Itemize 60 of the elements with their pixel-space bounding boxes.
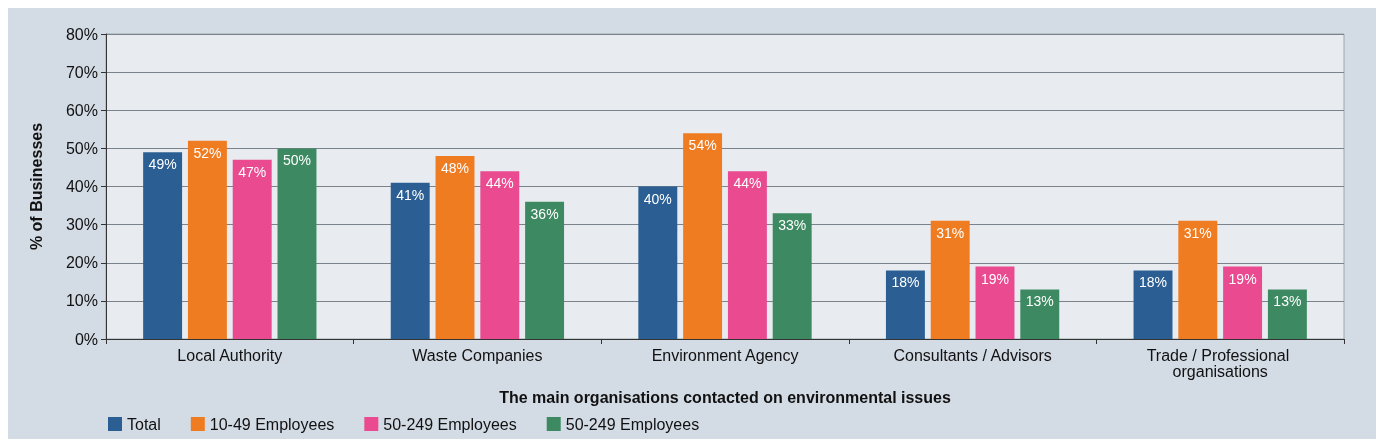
data-label: 50% — [282, 152, 311, 169]
bar — [143, 152, 183, 339]
y-tick-label: 20% — [65, 254, 98, 272]
data-label: 19% — [980, 270, 1010, 287]
y-tick-label: 40% — [65, 178, 98, 195]
data-label: 40% — [643, 190, 672, 207]
bar — [187, 140, 227, 339]
bar — [277, 148, 317, 339]
legend-label: 50-249 Employees — [383, 415, 517, 433]
bar — [885, 270, 925, 339]
x-tick-label: Local Authority — [177, 346, 283, 364]
data-label: 52% — [193, 144, 222, 161]
bar — [975, 266, 1015, 339]
x-axis-title: The main organisations contacted on environmental issues — [499, 388, 951, 406]
legend-label: 10-49 Employees — [209, 415, 335, 433]
bar — [683, 133, 723, 339]
bar — [1178, 220, 1218, 339]
legend-label: 50-249 Employees — [565, 415, 700, 433]
data-label: 48% — [440, 160, 470, 176]
data-label: 54% — [688, 137, 717, 154]
y-tick-label: 30% — [65, 216, 98, 234]
y-tick-label: 60% — [65, 101, 98, 119]
legend-label: Total — [127, 415, 161, 433]
y-tick-label: 70% — [65, 63, 98, 81]
data-label: 44% — [485, 175, 514, 192]
data-label: 44% — [733, 175, 762, 192]
data-label: 49% — [148, 156, 177, 173]
y-tick-label: 10% — [65, 292, 98, 310]
bar — [1267, 289, 1307, 339]
y-tick-label: 80% — [65, 25, 98, 43]
x-tick-label: Consultants / Advisors — [893, 346, 1052, 364]
data-label: 13% — [1025, 293, 1054, 310]
x-tick-label: Environment Agency — [651, 346, 799, 364]
bar — [930, 220, 970, 339]
data-label: 33% — [778, 217, 807, 234]
bar — [480, 171, 520, 339]
bar — [525, 201, 565, 339]
data-label: 19% — [1228, 270, 1257, 287]
data-label: 36% — [530, 205, 559, 222]
bar — [1133, 270, 1173, 339]
data-label: 31% — [936, 224, 965, 241]
bar — [390, 182, 430, 339]
bar — [1020, 289, 1060, 339]
data-label: 18% — [1139, 274, 1168, 291]
bar — [638, 186, 678, 339]
x-tick-label: Trade / Professional organisations — [1146, 346, 1294, 380]
data-label: 31% — [1183, 224, 1212, 241]
bar — [772, 213, 812, 339]
data-label: 13% — [1273, 293, 1302, 310]
data-label: 18% — [891, 274, 920, 291]
data-label: 47% — [238, 163, 267, 180]
y-tick-label: 50% — [65, 139, 98, 157]
x-tick-label: Waste Companies — [412, 346, 543, 364]
data-label: 41% — [396, 186, 425, 203]
bar — [1223, 266, 1263, 339]
bar — [232, 159, 272, 339]
bar — [727, 171, 767, 339]
y-axis-title: % of Businesses — [27, 122, 45, 251]
bar — [435, 156, 475, 339]
y-tick-label: 0% — [74, 330, 98, 348]
